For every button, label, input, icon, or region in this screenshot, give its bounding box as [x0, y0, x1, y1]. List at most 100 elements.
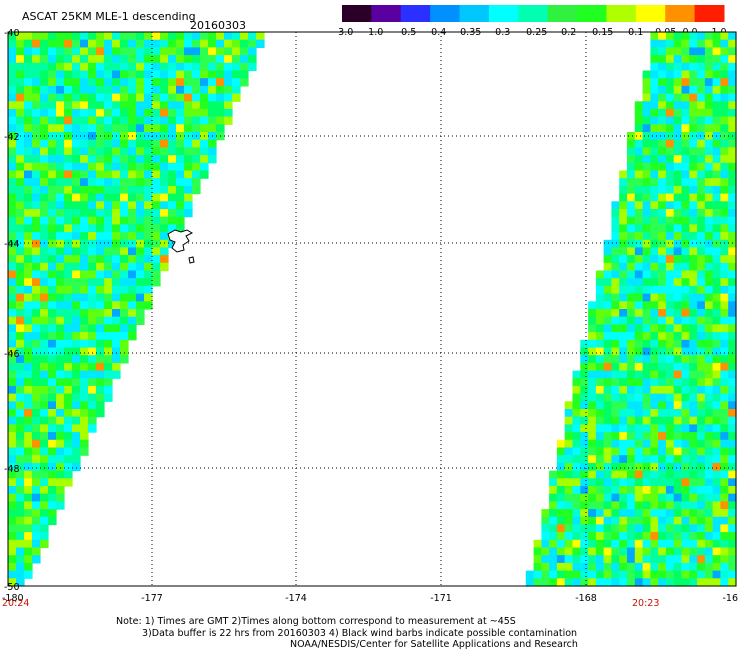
swath-right-cell: [634, 447, 644, 456]
swath-right-cell: [650, 324, 659, 333]
swath-right-cell: [697, 539, 706, 549]
swath-right-cell: [704, 309, 714, 318]
swath-right-cell: [728, 416, 737, 425]
swath-left-cell: [120, 55, 129, 64]
swath-left-cell: [32, 347, 41, 356]
swath-right-cell: [681, 432, 690, 441]
swath-right-cell: [627, 262, 636, 272]
swath-left-cell: [64, 462, 73, 472]
swath-right-cell: [564, 516, 574, 526]
swath-left-cell: [104, 108, 113, 118]
swath-left-cell: [8, 216, 17, 225]
swath-right-cell: [580, 562, 589, 572]
swath-right-cell: [572, 439, 581, 449]
swath-left-cell: [112, 270, 121, 279]
swath-right-cell: [681, 501, 690, 510]
swath-right-cell: [665, 424, 675, 433]
swath-right-cell: [580, 539, 589, 549]
swath-left-cell: [64, 370, 73, 379]
swath-left-cell: [64, 224, 73, 233]
swath-left-cell: [64, 247, 73, 256]
swath-right-cell: [728, 401, 737, 410]
swath-right-cell: [720, 401, 729, 410]
swath-left-cell: [104, 278, 113, 287]
swath-right-cell: [720, 147, 729, 156]
swath-left-cell: [24, 316, 33, 325]
swath-left-cell: [144, 85, 153, 95]
swath-left-cell: [48, 116, 57, 125]
swath-left-cell: [184, 201, 193, 210]
swath-left-cell: [152, 62, 161, 72]
swath-right-cell: [572, 447, 581, 456]
swath-right-cell: [627, 355, 636, 364]
swath-right-cell: [650, 516, 659, 526]
swath-right-cell: [603, 255, 612, 264]
swath-left-cell: [8, 432, 17, 441]
swath-left-cell: [112, 193, 121, 202]
swath-left-cell: [152, 209, 161, 218]
swath-right-cell: [627, 170, 636, 179]
swath-right-cell: [611, 439, 620, 449]
swath-left-cell: [136, 255, 145, 264]
swath-left-cell: [200, 62, 209, 72]
swath-left-cell: [96, 262, 105, 272]
swath-right-cell: [704, 55, 714, 64]
swath-right-cell: [712, 555, 721, 564]
swath-left-cell: [16, 93, 25, 102]
swath-left-cell: [56, 62, 65, 72]
swath-left-cell: [112, 285, 121, 295]
swath-left-cell: [48, 201, 57, 210]
swath-left-cell: [112, 239, 121, 249]
swath-left-cell: [200, 124, 209, 133]
swath-right-cell: [673, 439, 683, 449]
swath-left-cell: [24, 424, 33, 433]
swath-right-cell: [556, 447, 566, 456]
swath-right-cell: [634, 216, 644, 225]
swath-left-cell: [136, 178, 145, 187]
swath-right-cell: [642, 355, 651, 364]
swath-left-cell: [32, 62, 41, 72]
swath-right-cell: [595, 501, 605, 510]
swath-right-cell: [556, 516, 566, 526]
swath-left-cell: [112, 332, 121, 341]
swath-right-cell: [588, 347, 597, 356]
swath-left-cell: [8, 201, 17, 210]
swath-right-cell: [673, 155, 683, 164]
swath-right-cell: [634, 439, 644, 449]
swath-right-cell: [658, 39, 667, 48]
swath-left-cell: [16, 170, 25, 179]
swath-right-cell: [712, 470, 721, 479]
swath-left-cell: [16, 509, 25, 518]
swath-right-cell: [572, 516, 581, 526]
swath-left-cell: [128, 201, 137, 210]
swath-left-cell: [24, 101, 33, 110]
swath-left-cell: [80, 262, 89, 272]
swath-right-cell: [728, 516, 737, 526]
swath-right-cell: [697, 578, 706, 587]
swath-left-cell: [48, 416, 57, 425]
swath-right-cell: [611, 247, 620, 256]
swath-right-cell: [712, 501, 721, 510]
swath-right-cell: [728, 524, 737, 533]
swath-left-cell: [24, 185, 33, 195]
swath-left-cell: [48, 447, 57, 456]
swath-right-cell: [728, 62, 737, 72]
swath-left-cell: [128, 162, 137, 172]
swath-right-cell: [658, 270, 667, 279]
swath-left-cell: [104, 101, 113, 110]
swath-right-cell: [681, 39, 690, 48]
swath-right-cell: [681, 316, 690, 325]
swath-right-cell: [627, 493, 636, 502]
swath-left-cell: [112, 185, 121, 195]
swath-left-cell: [24, 355, 33, 364]
swath-left-cell: [24, 232, 33, 241]
swath-right-cell: [611, 539, 620, 549]
swath-left-cell: [88, 285, 97, 295]
swath-left-cell: [216, 70, 225, 79]
swath-left-cell: [64, 409, 73, 418]
swath-left-cell: [16, 301, 25, 310]
swath-right-cell: [681, 293, 690, 302]
swath-right-cell: [673, 578, 683, 587]
swath-right-cell: [689, 539, 698, 549]
swath-left-cell: [120, 78, 129, 87]
